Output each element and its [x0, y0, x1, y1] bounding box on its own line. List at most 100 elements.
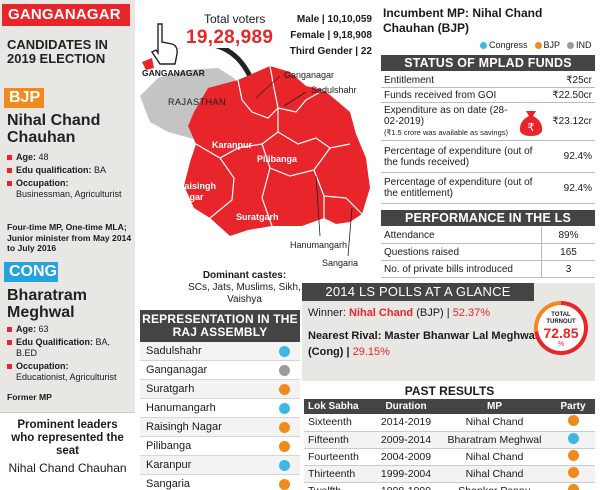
legend-congress: Congress	[480, 40, 528, 50]
past-party	[551, 414, 595, 432]
party-dot-icon	[279, 421, 290, 433]
candidates-panel: GANGANAGAR CANDIDATES IN 2019 ELECTION B…	[0, 0, 135, 490]
map-boundaries	[195, 65, 363, 227]
past-ls: Fourteenth	[304, 448, 374, 466]
assembly-seat-name: Karanpur	[146, 459, 192, 471]
money-bag-icon: ₹	[519, 110, 542, 136]
assembly-seat-name: Sangaria	[146, 478, 191, 490]
cong-candidate-details: Age: 63 Edu Qualification: BA, B.ED Occu…	[7, 324, 131, 385]
poll-rival: Nearest Rival: Master Bhanwar Lal Meghwa…	[308, 330, 538, 358]
gender-breakdown: Male | 10,10,059 Female | 9,18,908 Third…	[284, 12, 372, 60]
cong-edu: Edu Qualification: BA, B.ED	[7, 337, 131, 359]
prominent-leaders: Prominent leaders who represented the se…	[0, 412, 135, 490]
map-label-sadulshahr: Sadulshahr	[311, 85, 357, 95]
incumbent-mp: Incumbent MP: Nihal Chand Chauhan (BJP)	[383, 6, 543, 35]
bjp-badge: BJP	[4, 88, 44, 108]
total-voters-label: Total voters	[204, 12, 266, 26]
cong-age: Age: 63	[7, 324, 131, 335]
page-title: GANGANAGAR	[2, 4, 130, 26]
female-voters: Female | 9,18,908	[290, 30, 372, 41]
pointing-hand-icon	[150, 23, 178, 65]
cong-candidate-name: Bharatram Meghwal	[7, 287, 88, 321]
mplad-heading: STATUS OF MPLAD FUNDS	[381, 55, 595, 71]
assembly-row: Sadulshahr	[140, 342, 300, 361]
polls-panel: 2014 LS POLLS AT A GLANCE Winner: Nihal …	[302, 283, 595, 381]
performance-label: No. of private bills introduced	[384, 263, 513, 275]
cong-badge: CONG	[4, 262, 58, 282]
col-lok-sabha: Lok Sabha	[304, 399, 374, 414]
turnout-label: TOTAL TURNOUT	[546, 312, 576, 325]
mplad-table: Entitlement ₹25cr Funds received from GOI…	[381, 73, 595, 204]
past-party	[551, 465, 595, 483]
assembly-row: Pilibanga	[140, 437, 300, 456]
map-label-hanumangarh: Hanumangarh	[290, 240, 348, 250]
past-results-row: Sixteenth 2014-2019 Nihal Chand	[304, 414, 595, 432]
party-dot-icon	[279, 383, 290, 395]
past-results-row: Twelfth1998-1999Shankar Pannu	[304, 482, 595, 490]
party-dot-icon	[279, 459, 290, 471]
bullet-icon	[7, 168, 12, 173]
past-ls: Sixteenth	[304, 414, 374, 432]
past-results-row: Thirteenth 1999-2004 Nihal Chand	[304, 465, 595, 483]
past-dur: 2004-2009	[374, 448, 438, 466]
cong-occupation: Occupation: Educationist, Agriculturist	[7, 361, 131, 383]
bullet-icon	[7, 327, 12, 332]
assembly-heading: REPRESENTATION IN THE RAJ ASSEMBLY	[140, 310, 300, 342]
party-dot-icon	[567, 415, 579, 427]
bullet-icon	[7, 340, 12, 345]
past-mp: Shankar Pannu	[438, 482, 551, 490]
past-results-heading: PAST RESULTS	[404, 384, 495, 398]
past-mp: Nihal Chand	[438, 414, 551, 432]
legend-bjp: BJP	[534, 40, 560, 50]
poll-winner: Winner: Nihal Chand (BJP) | 52.37%	[308, 307, 490, 319]
map-label-karanpur: Karanpur	[212, 140, 253, 150]
past-mp: Nihal Chand	[438, 448, 551, 466]
performance-table: Attendance 89% Questions raised 165 No. of p…	[381, 227, 595, 278]
map-label-district: GANGANAGAR	[142, 68, 205, 78]
performance-row: Attendance 89%	[381, 227, 595, 244]
performance-row: No. of private bills introduced 3	[381, 261, 595, 278]
bullet-icon	[7, 155, 12, 160]
past-ls: Twelfth	[304, 482, 374, 490]
past-ls: Fifteenth	[304, 431, 374, 449]
assembly-row: Karanpur	[140, 456, 300, 475]
assembly-row: Sangaria	[140, 475, 300, 490]
bjp-note: Four-time MP, One-time MLA; Junior minis…	[7, 222, 132, 253]
dominant-castes: Dominant castes: SCs, Jats, Muslims, Sik…	[182, 270, 307, 306]
map-label-sangaria: Sangaria	[322, 258, 359, 268]
mplad-received: Funds received from GOI ₹22.50cr	[381, 88, 595, 103]
party-dot-icon	[279, 440, 290, 452]
assembly-seat-name: Pilibanga	[146, 440, 192, 452]
map-label-raisingh-nagar: Raisingh Nagar	[178, 181, 217, 202]
past-results-header: Lok Sabha Duration MP Party	[304, 399, 595, 414]
bjp-occupation: Occupation: Businessman, Agriculturist	[7, 178, 131, 200]
performance-row: Questions raised 165	[381, 244, 595, 261]
constituency-map	[140, 48, 370, 257]
map-label-pilibanga: Pilibanga	[257, 154, 298, 164]
past-party	[551, 448, 595, 466]
bjp-candidate-name: Nihal Chand Chauhan	[7, 112, 101, 146]
third-gender-voters: Third Gender | 22	[289, 46, 372, 57]
mplad-entitlement: Entitlement ₹25cr	[381, 73, 595, 88]
turnout-unit: %	[557, 341, 565, 348]
assembly-seat-name: Suratgarh	[146, 383, 195, 395]
candidates-heading: CANDIDATES IN 2019 ELECTION	[7, 37, 108, 66]
turnout-value: 72.85	[543, 325, 579, 341]
bjp-edu: Edu qualification: BA	[7, 165, 131, 176]
party-legend: Congress BJP IND	[480, 40, 596, 50]
past-dur: 1999-2004	[374, 465, 438, 483]
map-label-suratgarh: Suratgarh	[236, 212, 279, 222]
assembly-seat-name: Hanumangarh	[146, 402, 216, 414]
party-dot-icon	[567, 483, 579, 490]
past-results-row: Fourteenth 2004-2009 Nihal Chand	[304, 448, 595, 466]
cong-note: Former MP	[7, 392, 52, 402]
party-dot-icon	[279, 402, 290, 414]
col-party: Party	[551, 399, 595, 414]
performance-label: Questions raised	[384, 246, 460, 258]
past-results-table: Lok Sabha Duration MP Party Sixteenth 201…	[304, 399, 595, 490]
party-dot-icon	[279, 364, 290, 376]
total-voters-value: 19,28,989	[186, 27, 274, 48]
past-mp: Nihal Chand	[438, 465, 551, 483]
map-leader-lines	[255, 75, 353, 257]
party-dot-icon	[279, 345, 290, 357]
